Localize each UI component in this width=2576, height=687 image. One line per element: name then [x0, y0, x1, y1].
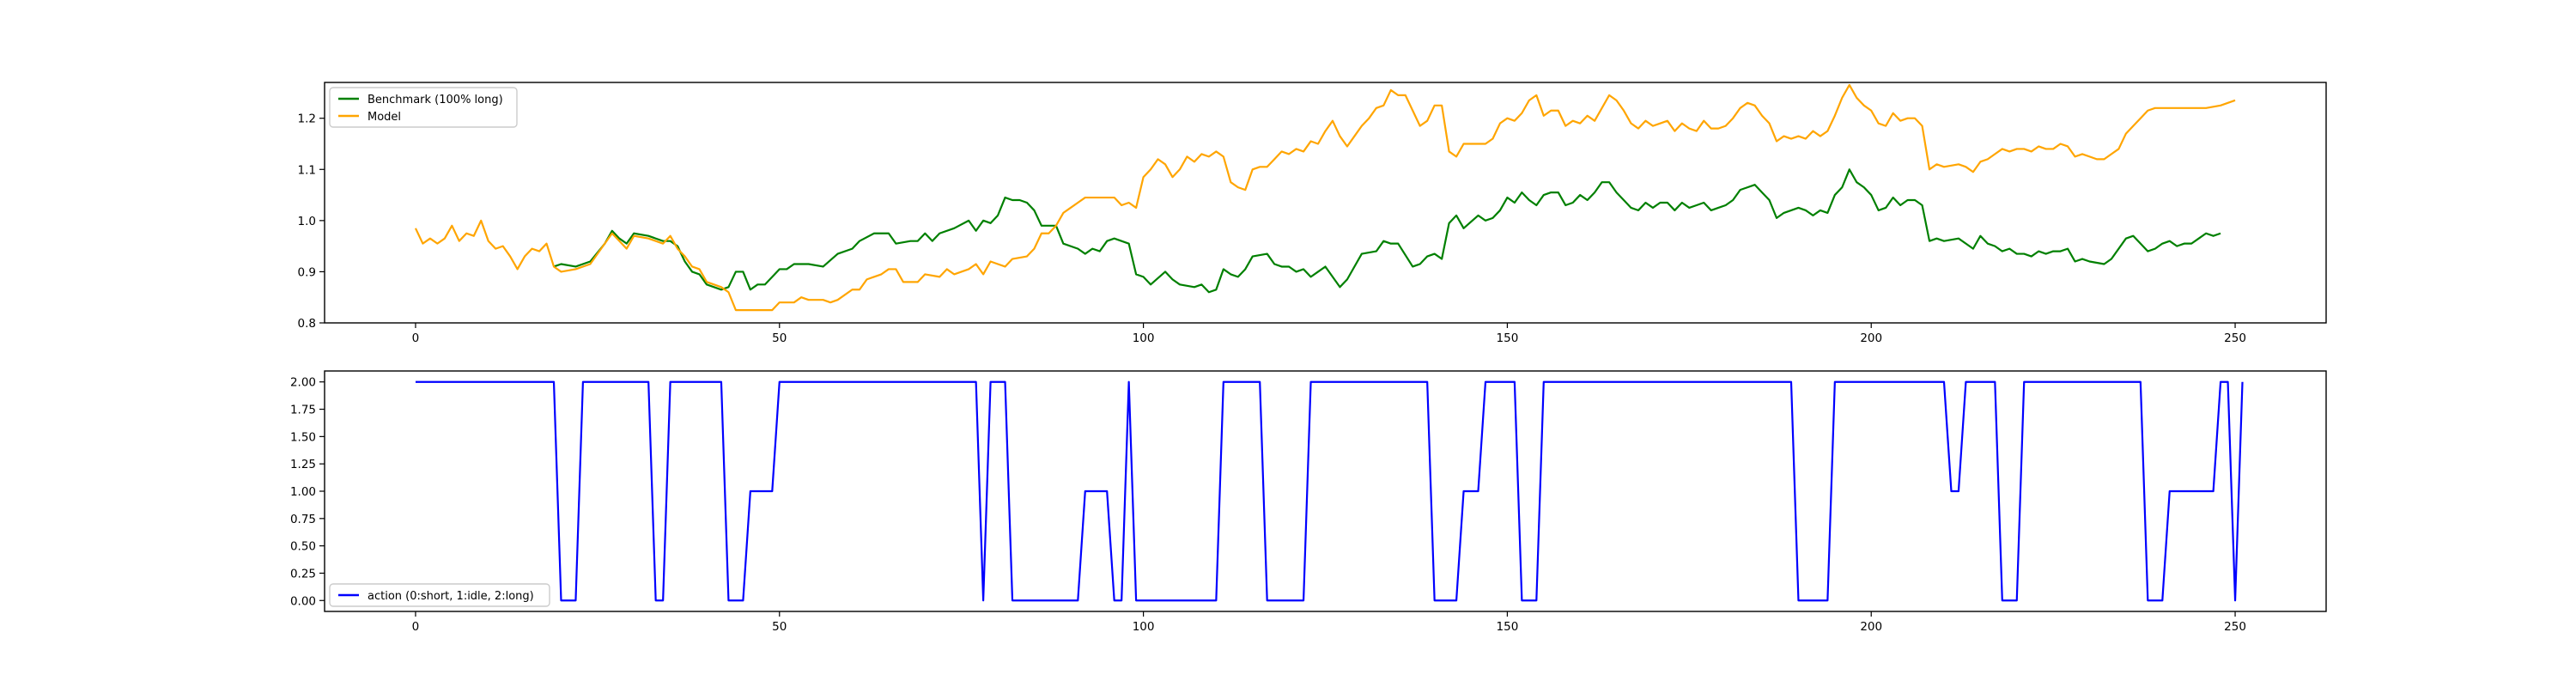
- bottom-axes-frame: [324, 370, 2327, 612]
- top-legend-box: [329, 87, 518, 128]
- bottom-ytick-label: 1.00: [290, 485, 316, 499]
- bottom-xtick-label: 50: [772, 620, 787, 634]
- bottom-xtick-label: 0: [412, 620, 420, 634]
- bottom-xtick-label: 250: [2224, 620, 2246, 634]
- bottom-lines: [415, 380, 2244, 602]
- top-xtick-label: 0: [412, 331, 420, 345]
- bottom-ticks: 0 50 100 150 200 250 0.00 0.25 0.50 0.75 1.00 1.25 1…: [290, 376, 2246, 634]
- bottom-ytick-label: 2.00: [290, 376, 316, 390]
- top-xtick-label: 250: [2224, 331, 2246, 345]
- series-line-benchmark-100-long: [553, 168, 2221, 294]
- bottom-xtick-label: 150: [1497, 620, 1519, 634]
- top-xtick-label: 200: [1860, 331, 1882, 345]
- top-lines: [414, 83, 2236, 312]
- top-legend: Benchmark (100% long) Model: [329, 87, 518, 128]
- top-xtick-label: 50: [772, 331, 787, 345]
- top-ytick-label: 1.1: [298, 163, 316, 177]
- bottom-ytick-label: 1.75: [290, 404, 316, 417]
- bottom-chart: 0 50 100 150 200 250 0.00 0.25 0.50 0.75 1.00 1.25 1…: [290, 370, 2327, 634]
- top-ticks: 0 50 100 150 200 250 0.8 0.9 1.0 1.1 1.2: [298, 112, 2246, 345]
- top-chart: 0 50 100 150 200 250 0.8 0.9 1.0 1.1 1.2 Benchmark…: [298, 82, 2327, 345]
- top-ytick-label: 0.8: [298, 317, 316, 331]
- bottom-legend-box: [329, 583, 550, 607]
- bottom-ytick-label: 0.25: [290, 567, 316, 581]
- legend-label-benchmark: Benchmark (100% long): [368, 94, 503, 106]
- series-line-model: [414, 83, 2236, 312]
- series-line-action-0-short-1-idle-2-long: [415, 380, 2244, 602]
- bottom-xtick-label: 200: [1860, 620, 1882, 634]
- legend-label-model: Model: [368, 111, 401, 124]
- top-axes-frame: [324, 82, 2327, 324]
- top-xtick-label: 100: [1133, 331, 1155, 345]
- top-ytick-label: 1.0: [298, 215, 316, 228]
- top-ytick-label: 0.9: [298, 265, 316, 279]
- bottom-ytick-label: 1.25: [290, 458, 316, 471]
- bottom-xtick-label: 100: [1133, 620, 1155, 634]
- bottom-ytick-label: 0.00: [290, 594, 316, 608]
- bottom-ytick-label: 0.50: [290, 540, 316, 554]
- top-xtick-label: 150: [1497, 331, 1519, 345]
- legend-label-action: action (0:short, 1:idle, 2:long): [368, 590, 534, 603]
- top-ytick-label: 1.2: [298, 112, 316, 126]
- bottom-ytick-label: 0.75: [290, 513, 316, 526]
- bottom-ytick-label: 1.50: [290, 430, 316, 444]
- bottom-legend: action (0:short, 1:idle, 2:long): [329, 583, 550, 607]
